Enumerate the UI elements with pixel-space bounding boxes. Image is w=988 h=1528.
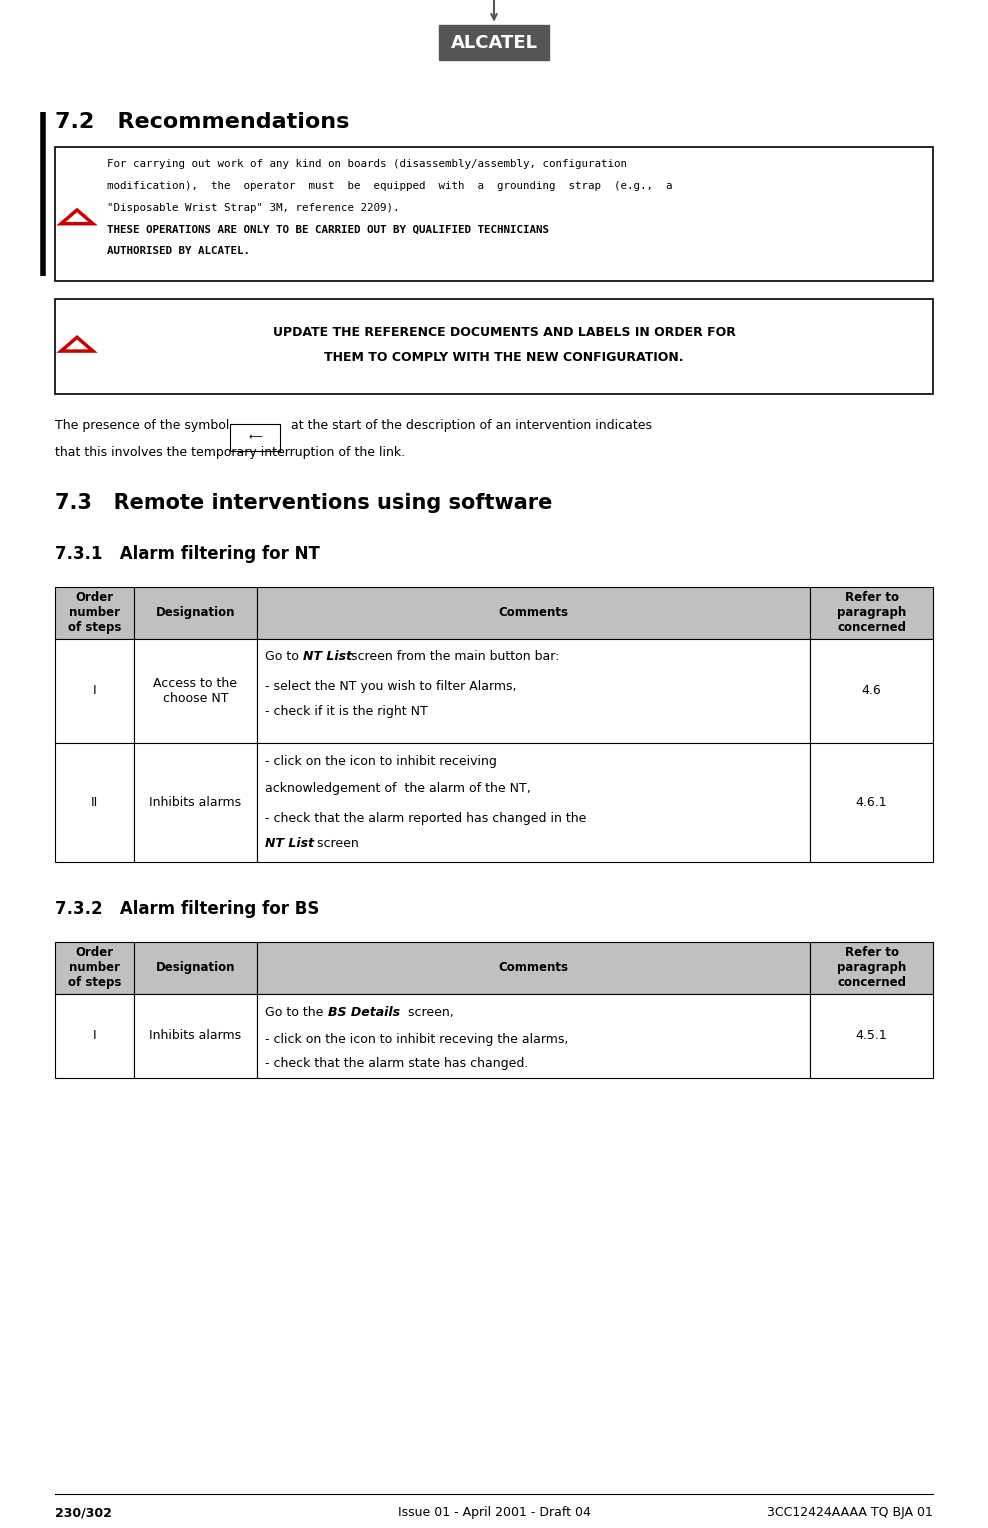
Text: at the start of the description of an intervention indicates: at the start of the description of an in… (291, 419, 652, 431)
Text: Order
number
of steps: Order number of steps (68, 946, 122, 989)
FancyBboxPatch shape (257, 743, 810, 862)
Text: Go to the: Go to the (265, 1005, 327, 1019)
Text: 4.6: 4.6 (862, 685, 881, 697)
Text: Designation: Designation (156, 961, 235, 975)
Text: Order
number
of steps: Order number of steps (68, 591, 122, 634)
FancyBboxPatch shape (257, 941, 810, 993)
Text: I: I (93, 685, 96, 697)
Text: ⟵: ⟵ (248, 432, 262, 443)
Text: - check that the alarm reported has changed in the: - check that the alarm reported has chan… (265, 811, 586, 825)
FancyBboxPatch shape (134, 587, 257, 639)
FancyBboxPatch shape (257, 587, 810, 639)
FancyBboxPatch shape (134, 639, 257, 743)
FancyBboxPatch shape (810, 941, 933, 993)
Text: Refer to
paragraph
concerned: Refer to paragraph concerned (837, 946, 906, 989)
Text: Comments: Comments (499, 961, 568, 975)
Text: 7.3   Remote interventions using software: 7.3 Remote interventions using software (55, 494, 552, 513)
FancyBboxPatch shape (55, 299, 933, 394)
Text: The presence of the symbol: The presence of the symbol (55, 419, 229, 431)
FancyBboxPatch shape (55, 147, 933, 281)
Text: - click on the icon to inhibit receiving: - click on the icon to inhibit receiving (265, 755, 497, 769)
Text: screen: screen (313, 836, 359, 850)
Text: 3CC12424AAAA TQ BJA 01: 3CC12424AAAA TQ BJA 01 (767, 1507, 933, 1519)
Text: 7.3.1   Alarm filtering for NT: 7.3.1 Alarm filtering for NT (55, 545, 320, 562)
Text: that this involves the temporary interruption of the link.: that this involves the temporary interru… (55, 446, 405, 460)
Text: 4.5.1: 4.5.1 (856, 1030, 887, 1042)
Text: Refer to
paragraph
concerned: Refer to paragraph concerned (837, 591, 906, 634)
Text: For carrying out work of any kind on boards (disassembly/assembly, configuration: For carrying out work of any kind on boa… (107, 159, 627, 170)
Text: - click on the icon to inhibit receving the alarms,: - click on the icon to inhibit receving … (265, 1033, 568, 1045)
FancyBboxPatch shape (257, 993, 810, 1079)
FancyBboxPatch shape (810, 743, 933, 862)
Text: Comments: Comments (499, 607, 568, 619)
FancyBboxPatch shape (810, 993, 933, 1079)
Text: Designation: Designation (156, 607, 235, 619)
FancyBboxPatch shape (55, 587, 134, 639)
Text: NT List: NT List (265, 836, 314, 850)
Text: Inhibits alarms: Inhibits alarms (149, 796, 241, 810)
Polygon shape (61, 209, 93, 223)
Text: Issue 01 - April 2001 - Draft 04: Issue 01 - April 2001 - Draft 04 (397, 1507, 591, 1519)
FancyBboxPatch shape (810, 587, 933, 639)
Text: Go to: Go to (265, 651, 302, 663)
Text: screen from the main button bar:: screen from the main button bar: (347, 651, 559, 663)
Text: Inhibits alarms: Inhibits alarms (149, 1030, 241, 1042)
Polygon shape (61, 338, 93, 351)
Text: 4.6.1: 4.6.1 (856, 796, 887, 810)
Text: THESE OPERATIONS ARE ONLY TO BE CARRIED OUT BY QUALIFIED TECHNICIANS: THESE OPERATIONS ARE ONLY TO BE CARRIED … (107, 225, 549, 235)
FancyBboxPatch shape (810, 639, 933, 743)
Text: screen,: screen, (404, 1005, 453, 1019)
FancyBboxPatch shape (134, 993, 257, 1079)
Text: - select the NT you wish to filter Alarms,: - select the NT you wish to filter Alarm… (265, 680, 517, 694)
FancyBboxPatch shape (55, 941, 134, 993)
FancyBboxPatch shape (257, 639, 810, 743)
Text: UPDATE THE REFERENCE DOCUMENTS AND LABELS IN ORDER FOR: UPDATE THE REFERENCE DOCUMENTS AND LABEL… (273, 325, 735, 339)
Text: NT List: NT List (303, 651, 352, 663)
FancyBboxPatch shape (55, 639, 134, 743)
FancyBboxPatch shape (55, 743, 134, 862)
FancyBboxPatch shape (230, 423, 280, 451)
Text: ALCATEL: ALCATEL (451, 34, 537, 52)
Text: I: I (93, 1030, 96, 1042)
Text: 7.3.2   Alarm filtering for BS: 7.3.2 Alarm filtering for BS (55, 900, 319, 918)
FancyBboxPatch shape (55, 993, 134, 1079)
Text: 230/302: 230/302 (55, 1507, 112, 1519)
FancyBboxPatch shape (134, 941, 257, 993)
Text: BS Details: BS Details (328, 1005, 400, 1019)
Text: THEM TO COMPLY WITH THE NEW CONFIGURATION.: THEM TO COMPLY WITH THE NEW CONFIGURATIO… (324, 351, 684, 364)
FancyBboxPatch shape (134, 743, 257, 862)
Text: Access to the
choose NT: Access to the choose NT (153, 677, 237, 704)
Text: modification),  the  operator  must  be  equipped  with  a  grounding  strap  (e: modification), the operator must be equi… (107, 180, 673, 191)
Text: - check that the alarm state has changed.: - check that the alarm state has changed… (265, 1057, 529, 1071)
Text: acknowledgement of  the alarm of the NT,: acknowledgement of the alarm of the NT, (265, 782, 531, 795)
Text: II: II (91, 796, 98, 810)
Text: - check if it is the right NT: - check if it is the right NT (265, 704, 428, 718)
FancyBboxPatch shape (439, 24, 549, 61)
Text: "Disposable Wrist Strap" 3M, reference 2209).: "Disposable Wrist Strap" 3M, reference 2… (107, 203, 399, 212)
Text: AUTHORISED BY ALCATEL.: AUTHORISED BY ALCATEL. (107, 246, 250, 257)
Text: 7.2   Recommendations: 7.2 Recommendations (55, 112, 350, 131)
